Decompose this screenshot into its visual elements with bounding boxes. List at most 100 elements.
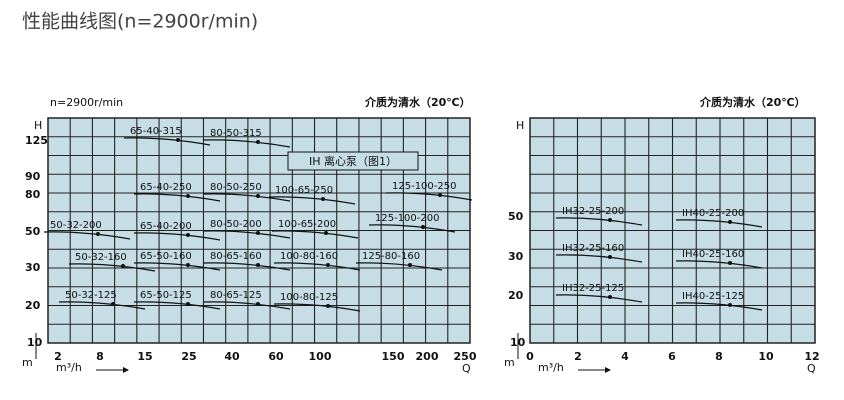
curve-label: IH32-25-125	[562, 283, 624, 294]
curve-label: 65-40-315	[130, 126, 182, 137]
curve-label: 125-100-250	[392, 181, 456, 192]
y-tick-label: 90	[25, 170, 41, 183]
curve-point	[321, 197, 325, 201]
curve-label: 100-80-160	[280, 251, 338, 262]
curve	[273, 303, 361, 312]
x-axis-label: Q	[807, 362, 816, 375]
curve	[555, 294, 643, 303]
curve	[133, 232, 221, 241]
curve-point	[96, 232, 100, 236]
curve-point	[111, 302, 115, 306]
left-chart: 125 90 80 50 30 20 10 2 8 15 25 40 60 100 150 200 250 Hm Q…	[22, 95, 477, 375]
curve-label: IH40-25-200	[682, 208, 744, 219]
curve	[123, 137, 211, 146]
curve-point	[408, 263, 412, 267]
x-tick-label: 4	[621, 350, 629, 363]
curve-point	[728, 220, 732, 224]
curve-label: IH32-25-200	[562, 206, 624, 217]
curve	[368, 224, 456, 233]
curve	[203, 193, 291, 202]
y-tick-label: 10	[27, 336, 43, 349]
curve	[133, 262, 221, 271]
curve-point	[256, 140, 260, 144]
curve-label: 65-40-250	[140, 182, 192, 193]
y-unit: m	[22, 356, 33, 369]
y-tick-label: 80	[25, 188, 41, 201]
curve	[385, 192, 473, 201]
x-tick-label: 2	[574, 350, 582, 363]
curve	[273, 262, 361, 271]
curve-point	[256, 231, 260, 235]
x-unit: m³/h	[538, 361, 564, 374]
y-tick-label: 30	[508, 250, 524, 263]
curve	[203, 139, 291, 148]
curve-point	[608, 218, 612, 222]
y-unit: m	[504, 356, 515, 369]
curve	[675, 260, 763, 269]
curve	[675, 219, 763, 228]
curve	[268, 196, 356, 205]
curve-point	[186, 263, 190, 267]
curve-point	[186, 194, 190, 198]
x-tick-label: 15	[137, 350, 152, 363]
x-tick-label: 6	[668, 350, 676, 363]
curve	[203, 262, 291, 271]
curve-point	[728, 303, 732, 307]
curve-label: IH32-25-160	[562, 243, 624, 254]
x-tick-label: 0	[526, 350, 534, 363]
curve	[203, 230, 291, 239]
x-unit: m³/h	[56, 361, 82, 374]
curve-label: IH40-25-125	[682, 291, 744, 302]
x-tick-label: 60	[268, 350, 284, 363]
curve-label: 65-50-160	[140, 251, 192, 262]
right-chart: 50302010024681012HmQm³/h介质为清水（20℃）IH32-2…	[504, 95, 820, 375]
curve	[203, 301, 291, 310]
curve-label: 50-32-160	[75, 252, 127, 263]
y-tick-label: 20	[25, 299, 41, 312]
x-tick-label: 8	[715, 350, 723, 363]
curve	[133, 301, 221, 310]
arrow-head	[605, 367, 611, 373]
curve-label: 125-100-200	[375, 213, 439, 224]
curve-label: 100-80-125	[280, 292, 338, 303]
curve-point	[176, 138, 180, 142]
y-tick-label: 50	[25, 225, 41, 238]
curve-label: 50-32-125	[65, 290, 117, 301]
curve	[68, 263, 156, 272]
curve-point	[186, 233, 190, 237]
x-axis-label: Q	[462, 362, 471, 375]
curve-point	[256, 263, 260, 267]
curve-label: 65-40-200	[140, 221, 192, 232]
curve	[271, 230, 359, 239]
curve-point	[608, 255, 612, 259]
page-title: 性能曲线图(n=2900r/min)	[22, 11, 258, 33]
curve	[555, 254, 643, 263]
curve	[355, 262, 443, 271]
curve	[58, 301, 146, 310]
curve-point	[438, 193, 442, 197]
curve-point	[186, 302, 190, 306]
curve-label: IH40-25-160	[682, 249, 744, 260]
curve-label: 125-80-160	[362, 251, 420, 262]
curve-label: 100-65-250	[275, 185, 333, 196]
curve-point	[728, 261, 732, 265]
x-tick-label: 40	[224, 350, 240, 363]
curve	[133, 193, 221, 202]
x-tick-label: 200	[416, 350, 439, 363]
curve-point	[256, 194, 260, 198]
curve-label: 80-65-125	[210, 290, 262, 301]
curve-label: 80-65-160	[210, 251, 262, 262]
curve	[675, 302, 763, 311]
x-tick-label: 25	[181, 350, 196, 363]
x-tick-label: 150	[382, 350, 405, 363]
y-tick-label: 20	[508, 289, 524, 302]
x-tick-label: 2	[54, 350, 62, 363]
curve-point	[324, 231, 328, 235]
curve-point	[121, 264, 125, 268]
curve-point	[256, 302, 260, 306]
curve	[555, 217, 643, 226]
curve-point	[326, 304, 330, 308]
box-label: IH 离心泵（图1）	[309, 154, 397, 168]
x-tick-label: 100	[309, 350, 332, 363]
curve-point	[608, 295, 612, 299]
